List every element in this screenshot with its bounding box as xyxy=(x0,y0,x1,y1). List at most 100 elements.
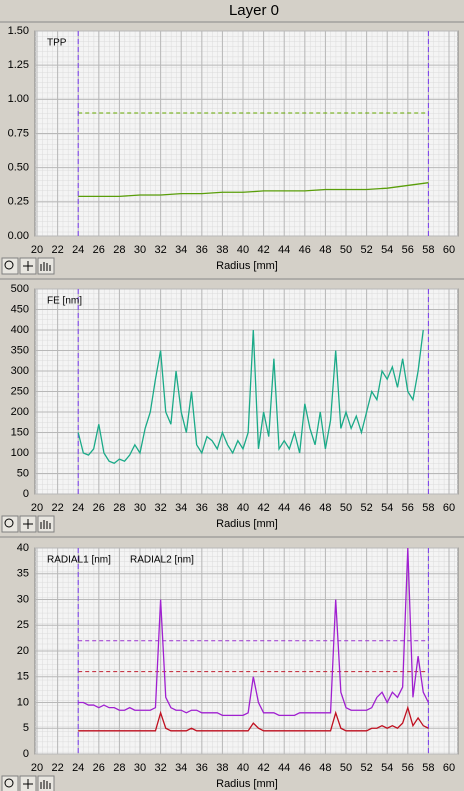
pan-cross-icon xyxy=(23,519,33,529)
x-tick-label: 48 xyxy=(319,502,331,514)
x-tick-label: 60 xyxy=(443,244,455,256)
tool-button[interactable] xyxy=(1,775,19,791)
x-tick-label: 46 xyxy=(299,244,311,256)
tool-button[interactable] xyxy=(1,257,19,275)
zoom-icon xyxy=(4,260,14,270)
y-tick-label: 5 xyxy=(23,722,29,734)
y-tick-label: 50 xyxy=(17,467,29,479)
x-tick-label: 24 xyxy=(72,244,84,256)
x-tick-label: 42 xyxy=(257,502,269,514)
x-tick-label: 60 xyxy=(443,502,455,514)
y-tick-label: 0 xyxy=(23,748,29,760)
y-tick-label: 0.25 xyxy=(8,196,29,208)
x-tick-label: 34 xyxy=(175,244,187,256)
tool-button[interactable] xyxy=(37,515,55,533)
y-tick-label: 100 xyxy=(11,447,29,459)
series-line xyxy=(77,329,424,464)
x-tick-label: 58 xyxy=(422,762,434,774)
y-tick-label: 0 xyxy=(23,488,29,500)
hand-icon xyxy=(40,780,51,789)
y-tick-label: 250 xyxy=(11,385,29,397)
x-tick-label: 32 xyxy=(154,502,166,514)
x-tick-label: 44 xyxy=(278,244,290,256)
legend-entry: FE [nm] xyxy=(47,296,82,307)
x-tick-label: 46 xyxy=(299,502,311,514)
y-tick-label: 400 xyxy=(11,324,29,336)
x-tick-label: 32 xyxy=(154,244,166,256)
x-tick-label: 24 xyxy=(72,762,84,774)
x-tick-label: 30 xyxy=(134,762,146,774)
x-tick-label: 54 xyxy=(381,502,393,514)
series-line xyxy=(78,547,429,717)
x-tick-label: 52 xyxy=(360,244,372,256)
legend-entry: RADIAL1 [nm] xyxy=(47,555,111,566)
hand-icon xyxy=(40,520,51,529)
y-tick-label: 1.50 xyxy=(8,25,29,37)
legend-entry: TPP xyxy=(47,38,67,49)
pan-cross-icon xyxy=(23,779,33,789)
y-tick-label: 35 xyxy=(17,568,29,580)
x-tick-label: 20 xyxy=(31,762,43,774)
x-tick-label: 56 xyxy=(402,502,414,514)
zoom-icon xyxy=(4,778,14,788)
y-tick-label: 300 xyxy=(11,365,29,377)
y-tick-label: 25 xyxy=(17,619,29,631)
x-tick-label: 60 xyxy=(443,762,455,774)
x-tick-label: 38 xyxy=(216,762,228,774)
x-tick-label: 48 xyxy=(319,762,331,774)
x-tick-label: 46 xyxy=(299,762,311,774)
y-tick-label: 200 xyxy=(11,406,29,418)
x-tick-label: 38 xyxy=(216,502,228,514)
x-tick-label: 34 xyxy=(175,502,187,514)
x-axis-label: Radius [mm] xyxy=(216,518,278,530)
x-axis-label: Radius [mm] xyxy=(216,260,278,272)
y-tick-label: 0.00 xyxy=(8,230,29,242)
tool-button[interactable] xyxy=(37,257,55,275)
y-tick-label: 500 xyxy=(11,283,29,295)
pan-cross-icon xyxy=(23,261,33,271)
legend-entry: RADIAL2 [nm] xyxy=(130,555,194,566)
x-tick-label: 56 xyxy=(402,244,414,256)
x-axis-label: Radius [mm] xyxy=(216,778,278,790)
tool-button[interactable] xyxy=(1,515,19,533)
y-tick-label: 1.00 xyxy=(8,93,29,105)
x-tick-label: 22 xyxy=(51,762,63,774)
x-tick-label: 38 xyxy=(216,244,228,256)
series-line xyxy=(78,182,429,198)
x-tick-label: 44 xyxy=(278,762,290,774)
y-tick-label: 350 xyxy=(11,344,29,356)
x-tick-label: 30 xyxy=(134,244,146,256)
y-tick-label: 20 xyxy=(17,645,29,657)
hand-icon xyxy=(40,262,51,271)
x-tick-label: 36 xyxy=(196,502,208,514)
y-tick-label: 1.25 xyxy=(8,59,29,71)
x-tick-label: 34 xyxy=(175,762,187,774)
x-tick-label: 20 xyxy=(31,244,43,256)
x-tick-label: 20 xyxy=(31,502,43,514)
x-tick-label: 28 xyxy=(113,244,125,256)
x-tick-label: 36 xyxy=(196,762,208,774)
x-tick-label: 26 xyxy=(93,244,105,256)
x-tick-label: 50 xyxy=(340,244,352,256)
series-line xyxy=(78,705,429,732)
x-tick-label: 32 xyxy=(154,762,166,774)
x-tick-label: 30 xyxy=(134,502,146,514)
x-tick-label: 42 xyxy=(257,762,269,774)
x-tick-label: 28 xyxy=(113,762,125,774)
tool-button[interactable] xyxy=(37,775,55,791)
y-tick-label: 0.75 xyxy=(8,127,29,139)
x-tick-label: 40 xyxy=(237,502,249,514)
x-tick-label: 44 xyxy=(278,502,290,514)
x-tick-label: 52 xyxy=(360,502,372,514)
x-tick-label: 24 xyxy=(72,502,84,514)
x-tick-label: 56 xyxy=(402,762,414,774)
x-tick-label: 50 xyxy=(340,502,352,514)
y-tick-label: 15 xyxy=(17,671,29,683)
x-tick-label: 48 xyxy=(319,244,331,256)
x-tick-label: 54 xyxy=(381,762,393,774)
x-tick-label: 28 xyxy=(113,502,125,514)
y-tick-label: 10 xyxy=(17,696,29,708)
x-tick-label: 36 xyxy=(196,244,208,256)
x-tick-label: 40 xyxy=(237,244,249,256)
